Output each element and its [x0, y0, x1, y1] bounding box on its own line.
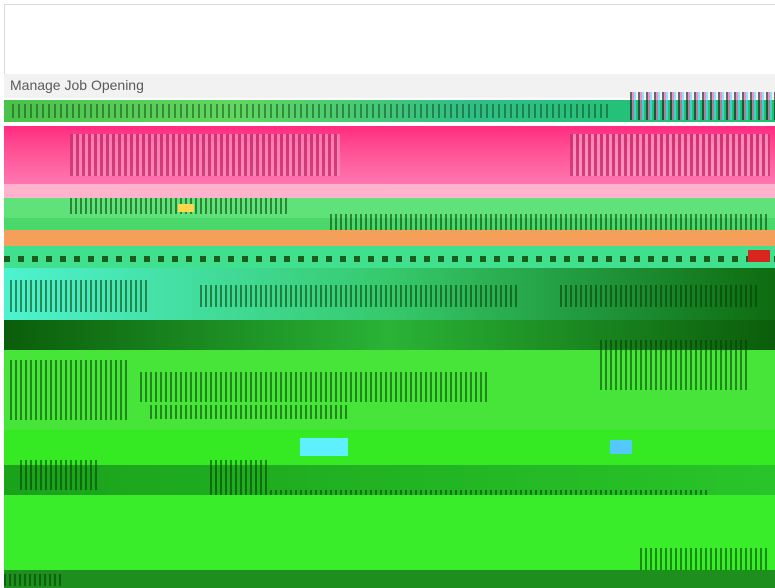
- highlighted-row[interactable]: [4, 230, 775, 246]
- alert-text-left: [70, 134, 340, 176]
- footer-action[interactable]: [640, 548, 770, 570]
- help-icon[interactable]: [610, 440, 632, 454]
- warning-icon: [178, 204, 194, 212]
- column-headers: [330, 214, 770, 230]
- form-hint: [150, 405, 350, 419]
- form-fields[interactable]: [140, 372, 490, 402]
- info-icon[interactable]: [300, 438, 348, 456]
- detail-value-right: [560, 285, 760, 307]
- tab-strip[interactable]: [4, 184, 775, 198]
- status-bar: [4, 570, 775, 588]
- toolbar-items[interactable]: [12, 104, 612, 118]
- form-labels: [10, 360, 130, 420]
- top-blank-area: [4, 4, 775, 75]
- toolbar-icons[interactable]: [630, 92, 775, 120]
- lower-label: [20, 460, 100, 490]
- alert-text-right: [570, 134, 770, 176]
- detail-value: [200, 285, 520, 307]
- delete-icon[interactable]: [748, 250, 770, 262]
- dotted-divider: [4, 256, 775, 262]
- status-text: [4, 574, 64, 586]
- form-fields-right[interactable]: [600, 340, 750, 390]
- page-title: Manage Job Opening: [10, 77, 144, 93]
- detail-label: [10, 280, 150, 312]
